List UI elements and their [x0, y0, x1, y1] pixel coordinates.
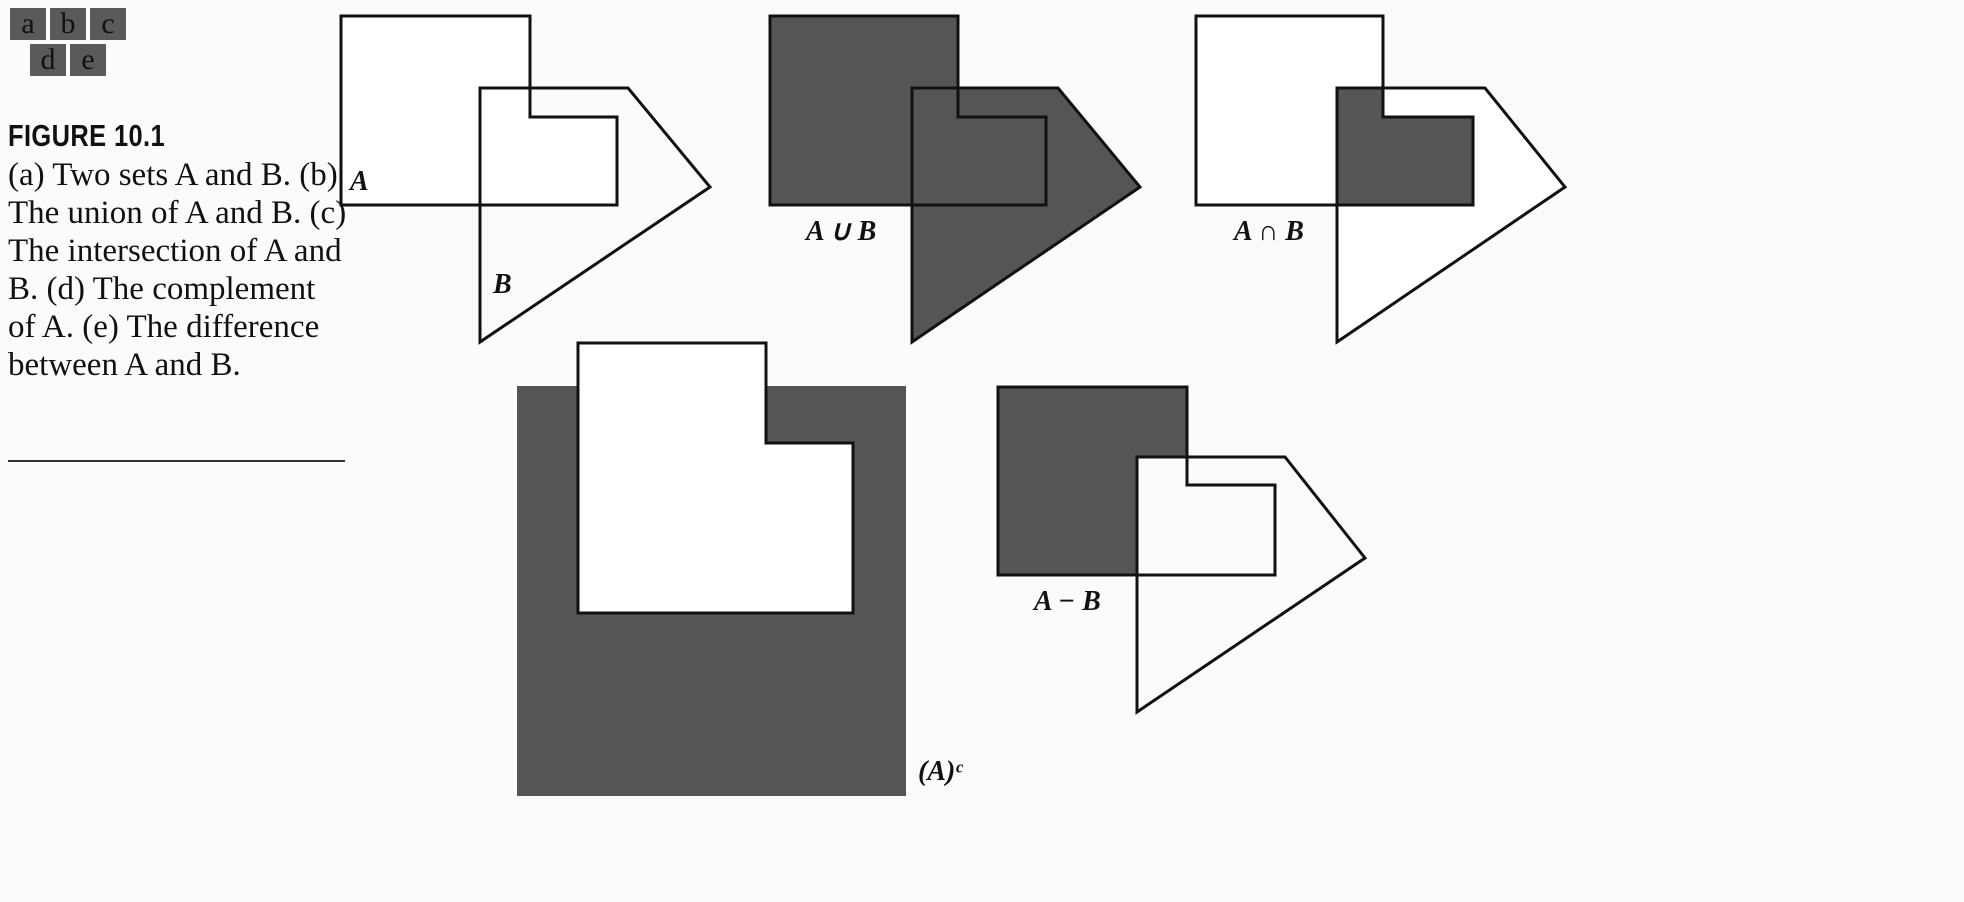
panel-a-label-A: A	[348, 166, 369, 197]
panel-c-set-A-outline	[1194, 14, 1475, 207]
panel-e-set-A-outline	[996, 385, 1277, 577]
panel-key: a b c d e	[10, 8, 126, 80]
caption-rule	[8, 460, 345, 462]
panel-c-intersection: A ∩ B	[1194, 14, 1568, 345]
panel-b-union: A ∪ B	[768, 14, 1143, 345]
panel-b-inner-outline	[910, 88, 1048, 207]
panel-key-row-2: d e	[30, 44, 126, 76]
panel-b-label: A ∪ B	[804, 216, 876, 247]
panel-d-label: (A)ᶜ	[918, 756, 963, 787]
panel-a-label-B: B	[492, 269, 512, 300]
panel-key-c: c	[90, 8, 126, 40]
panel-key-a: a	[10, 8, 46, 40]
panel-key-b: b	[50, 8, 86, 40]
panel-e-difference-region	[996, 385, 1189, 577]
figure-caption: FIGURE 10.1 (a) Two sets A and B. (b) Th…	[8, 118, 348, 384]
panel-d-complement: (A)ᶜ	[517, 341, 963, 796]
panel-c-label: A ∩ B	[1232, 216, 1304, 247]
panel-e-set-B-outline	[1135, 455, 1368, 715]
panel-b-set-B	[910, 86, 1143, 345]
panel-key-e: e	[70, 44, 106, 76]
panel-key-row-1: a b c	[10, 8, 126, 40]
panel-d-set-A	[576, 341, 855, 615]
panel-e-label: A − B	[1032, 586, 1101, 617]
figure-caption-text: (a) Two sets A and B. (b) The union of A…	[8, 157, 347, 383]
panel-e-difference: A − B	[996, 385, 1368, 715]
panel-key-d: d	[30, 44, 66, 76]
figure-title: FIGURE 10.1	[8, 118, 166, 153]
panel-a-two-sets: A B	[339, 14, 713, 345]
panel-a-set-B	[478, 86, 713, 345]
